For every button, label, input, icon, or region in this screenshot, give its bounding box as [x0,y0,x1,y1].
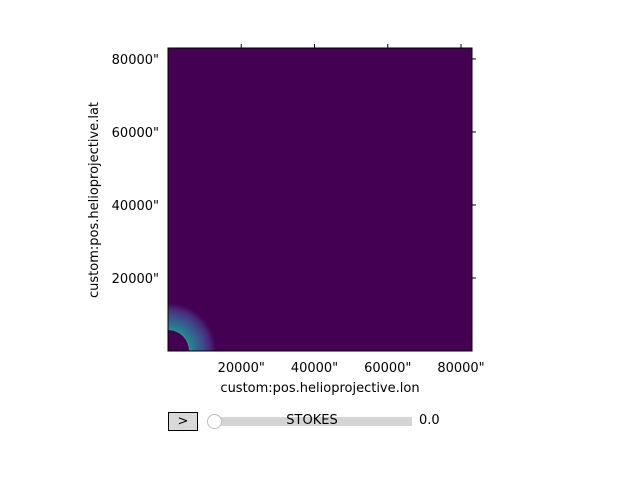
slider-track[interactable] [214,417,412,426]
occulted-disk [168,330,189,351]
stokes-slider[interactable]: STOKES [206,411,418,432]
x-ticks-bottom: 20000" 40000" 60000" 80000" [218,361,485,376]
y-tick-label: 20000" [112,272,159,287]
x-axis-label: custom:pos.helioprojective.lon [220,381,419,396]
y-ticks-right [472,58,476,279]
slider-handle[interactable] [207,414,222,429]
y-axis-label: custom:pos.helioprojective.lat [87,102,102,298]
slider-value: 0.0 [419,413,440,428]
heatmap-image [168,48,472,351]
x-tick-label: 60000" [364,361,411,376]
slider-label: STOKES [286,413,338,428]
x-tick-label: 20000" [218,361,265,376]
y-tick-label: 60000" [112,126,159,141]
x-tick-label: 80000" [437,361,484,376]
x-tick-label: 40000" [291,361,338,376]
y-ticks-left: 20000" 40000" 60000" 80000" [112,53,159,287]
plot-frame [167,47,473,352]
play-button[interactable]: > [168,412,198,431]
x-ticks-top [240,44,462,48]
y-tick-label: 80000" [112,53,159,68]
heatmap-background [168,48,472,351]
y-tick-label: 40000" [112,199,159,214]
